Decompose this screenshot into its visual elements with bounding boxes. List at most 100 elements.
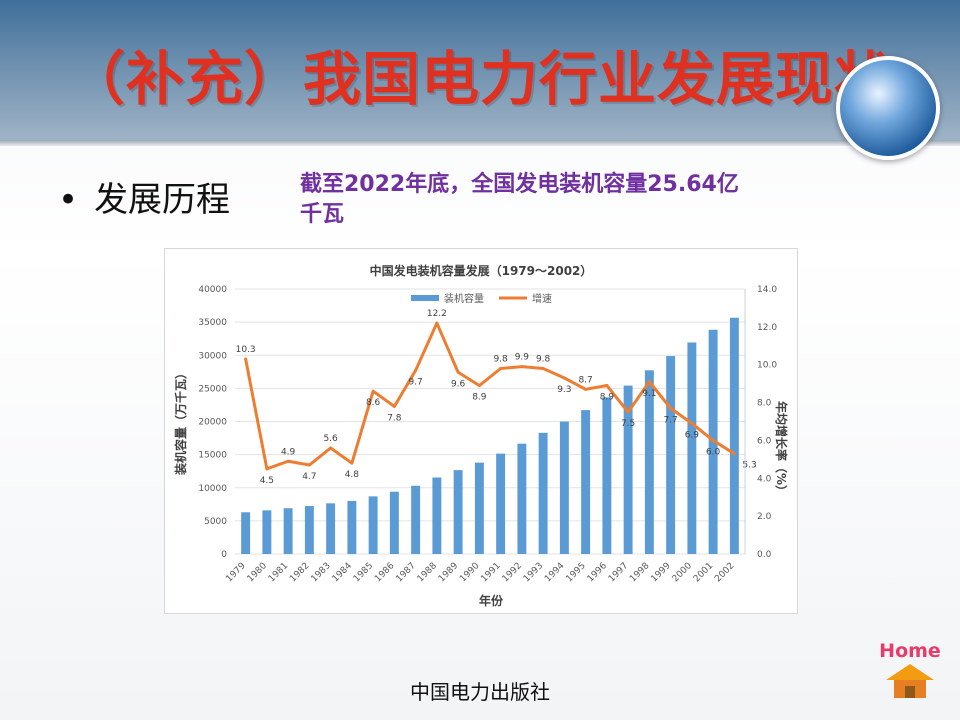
growth-data-label: 6.0 [706, 447, 721, 457]
growth-point [499, 367, 503, 370]
growth-point [435, 321, 439, 325]
growth-data-label: 7.8 [387, 413, 402, 423]
x-tick-label: 2001 [692, 561, 715, 584]
y2-tick-label: 8.0 [757, 399, 772, 409]
growth-data-label: 9.1 [642, 389, 656, 399]
header-divider [0, 140, 960, 146]
growth-point [605, 384, 609, 388]
y2-tick-label: 14.0 [757, 285, 777, 295]
chart-bar [411, 485, 421, 554]
chart-bar [538, 432, 548, 554]
growth-data-label: 6.9 [685, 430, 700, 440]
x-tick-label: 1981 [267, 561, 290, 584]
bullet-item: • 发展历程 [58, 172, 230, 221]
growth-point [562, 376, 566, 380]
growth-data-label: 9.9 [515, 353, 530, 363]
y-tick-label: 25000 [198, 384, 227, 394]
growth-data-label: 4.8 [345, 470, 360, 480]
y2-axis-title: 年均增长率（%） [774, 401, 789, 497]
growth-point [307, 463, 311, 467]
capacity-note: 截至2022年底，全国发电装机容量25.64亿千瓦 [300, 172, 739, 227]
growth-point [456, 370, 460, 374]
growth-line [244, 321, 736, 471]
y2-tick-label: 2.0 [757, 512, 772, 522]
chart-bar [262, 510, 272, 554]
bullet-dot-icon: • [58, 180, 79, 220]
growth-point [520, 365, 524, 369]
x-tick-label: 1992 [501, 561, 524, 584]
x-tick-label: 1988 [416, 561, 439, 584]
y2-tick-label: 12.0 [757, 323, 777, 333]
x-tick-label: 1982 [288, 561, 311, 584]
chart-bar [581, 410, 591, 554]
y-tick-label: 5000 [204, 517, 227, 527]
chart-bar [644, 370, 654, 554]
x-tick-label: 1998 [628, 561, 651, 584]
legend-bar-swatch [411, 295, 439, 301]
x-tick-label: 1999 [649, 561, 672, 584]
growth-point [350, 461, 354, 465]
growth-point [669, 406, 673, 410]
growth-data-label: 12.2 [427, 309, 447, 319]
header-banner [0, 0, 960, 140]
y-axis-title: 装机容量（万千瓦） [173, 367, 188, 476]
y-tick-label: 15000 [198, 451, 227, 461]
growth-data-label: 8.7 [578, 375, 592, 385]
x-tick-label: 1996 [586, 561, 609, 584]
y-tick-label: 0 [221, 550, 227, 560]
x-tick-label: 2002 [713, 561, 736, 584]
growth-data-label: 4.9 [281, 447, 296, 457]
chart-frame: 10.3 4.5 4.9 4.7 5.6 4.8 8.6 7.8 9.7 12.2 9.6 8.9 9.… [164, 248, 798, 614]
growth-data-label: 5.3 [742, 461, 756, 471]
growth-data-label: 9.8 [493, 355, 508, 365]
y2-tick-label: 10.0 [757, 361, 777, 371]
x-tick-label: 1991 [479, 561, 502, 584]
chart-bar [496, 453, 506, 554]
chart-bar [432, 477, 442, 554]
home-button[interactable]: Home [878, 636, 942, 700]
y-tick-label: 20000 [198, 418, 227, 428]
capacity-chart: 10.3 4.5 4.9 4.7 5.6 4.8 8.6 7.8 9.7 12.2 9.6 8.9 9.… [173, 263, 789, 608]
x-tick-label: 1985 [352, 561, 375, 584]
chart-bar [729, 317, 739, 554]
chart-bar [347, 500, 357, 554]
x-tick-label: 1987 [394, 561, 417, 584]
x-axis-title: 年份 [479, 593, 504, 608]
growth-data-label: 8.9 [600, 393, 615, 403]
growth-data-label: 4.5 [260, 476, 274, 486]
chart-bar [687, 342, 697, 554]
chart-bar [666, 356, 676, 554]
chart-bar [517, 443, 527, 554]
chart-bar [326, 503, 336, 554]
chart-title: 中国发电装机容量发展（1979～2002） [370, 263, 593, 278]
growth-data-label: 9.3 [557, 385, 571, 395]
growth-point [690, 421, 694, 425]
legend-bar-label: 装机容量 [444, 292, 484, 305]
growth-point [541, 367, 545, 370]
slide-title: （补充）我国电力行业发展现状 [66, 45, 893, 113]
growth-point [477, 384, 481, 388]
growth-data-label: 7.5 [621, 419, 635, 429]
growth-data-label: 7.7 [663, 415, 677, 425]
chart-bars [241, 317, 739, 554]
bullet-text: 发展历程 [94, 180, 231, 220]
chart-bar [283, 508, 293, 554]
x-tick-label: 1997 [607, 561, 630, 584]
y-tick-label: 35000 [198, 318, 227, 328]
y2-tick-label: 4.0 [757, 474, 772, 484]
chart-legend: 装机容量 增速 [411, 292, 552, 305]
growth-point [265, 467, 269, 471]
chart-bar [623, 385, 633, 554]
growth-point [392, 404, 396, 408]
growth-point [711, 438, 715, 442]
growth-point [329, 446, 333, 450]
x-tick-label: 1979 [224, 561, 247, 584]
x-tick-label: 1995 [564, 561, 587, 584]
chart-bar [368, 496, 378, 554]
y2-tick-label: 0.0 [757, 550, 772, 560]
chart-bar [453, 470, 463, 554]
x-tick-label: 1980 [246, 561, 269, 584]
chart-bar [602, 397, 612, 554]
growth-point [732, 452, 736, 456]
x-tick-label: 1984 [331, 561, 354, 584]
